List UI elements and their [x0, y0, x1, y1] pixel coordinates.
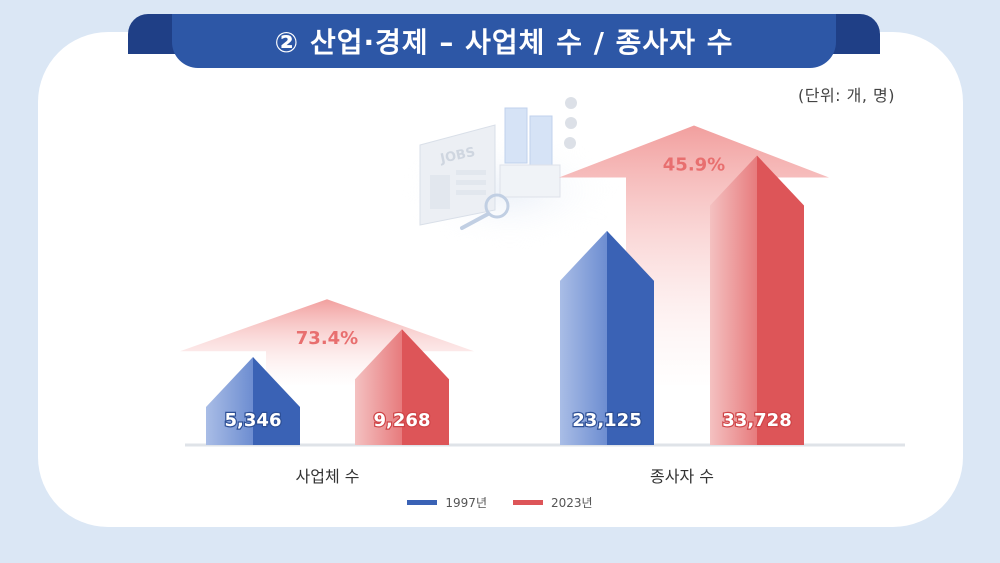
growth-rate-label: 73.4% — [296, 328, 358, 349]
growth-arrow — [180, 299, 474, 385]
bar-value-label: 33,728 — [722, 410, 791, 431]
legend-item-2023: 2023년 — [513, 494, 593, 511]
unit-label: (단위: 개, 명) — [797, 86, 895, 105]
legend-label-1997: 1997년 — [445, 496, 487, 510]
bar — [355, 329, 449, 445]
bar — [710, 155, 804, 446]
svg-text:JOBS: JOBS — [438, 145, 477, 167]
legend-swatch-2023 — [513, 500, 543, 505]
document-icon — [499, 107, 561, 198]
page-title: ② 산업·경제 – 사업체 수 / 종사자 수 — [172, 14, 836, 68]
bar-value-label: 23,125 — [572, 410, 641, 431]
category-label: 종사자 수 — [650, 467, 714, 486]
legend: 1997년 2023년 — [0, 494, 1000, 511]
legend-label-2023: 2023년 — [551, 496, 593, 510]
magnifier-icon — [460, 193, 510, 230]
newspaper-icon: JOBS — [419, 124, 496, 226]
bar — [560, 230, 654, 445]
bar-value-label: 5,346 — [225, 410, 282, 431]
legend-swatch-1997 — [407, 500, 438, 505]
bar — [206, 357, 300, 445]
coin-icon — [564, 97, 577, 149]
bar-value-label: 9,268 — [374, 410, 431, 431]
growth-rate-label: 45.9% — [663, 155, 725, 176]
legend-item-1997: 1997년 — [407, 494, 487, 511]
jobs-illustration: JOBS — [400, 97, 620, 250]
category-label: 사업체 수 — [296, 467, 360, 486]
